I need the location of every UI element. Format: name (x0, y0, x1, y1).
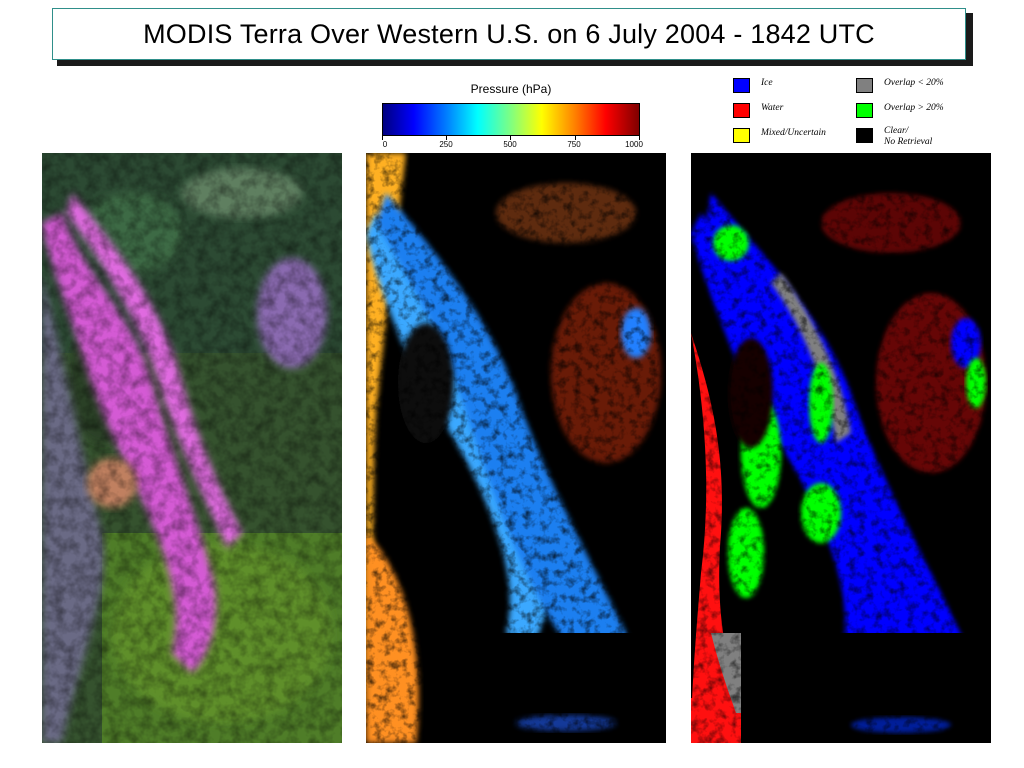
colorbar-tick-label: 1000 (625, 140, 643, 149)
legend-swatch (733, 78, 750, 93)
legend-label: Overlap < 20% (884, 78, 944, 88)
legend-label: Clear/ (884, 126, 909, 136)
legend-label: Mixed/Uncertain (761, 128, 826, 138)
title-box: MODIS Terra Over Western U.S. on 6 July … (52, 8, 966, 60)
legend-label: Water (761, 103, 784, 113)
colorbar-tick (382, 136, 383, 140)
colorbar-tick-label: 250 (439, 140, 453, 149)
legend-item-clear: Clear/ No Retrieval (856, 126, 932, 148)
legend-swatch (733, 128, 750, 143)
colorbar-tick (639, 136, 640, 140)
colorbar-tick (510, 136, 511, 140)
legend-swatch (856, 128, 873, 143)
cloud-phase-image (691, 153, 991, 743)
cloud-pressure-image (366, 153, 666, 743)
legend-swatch (856, 78, 873, 93)
true-color-image (42, 153, 342, 743)
colorbar-tick-label: 750 (567, 140, 581, 149)
colorbar-title: Pressure (hPa) (470, 82, 552, 96)
legend-swatch (856, 103, 873, 118)
legend-item-mixed: Mixed/Uncertain (733, 128, 826, 143)
page-title: MODIS Terra Over Western U.S. on 6 July … (143, 18, 875, 49)
legend-item-overlap-high: Overlap > 20% (856, 103, 944, 118)
legend-label-line2: No Retrieval (884, 137, 933, 147)
legend-item-ice: Ice (733, 78, 773, 93)
legend-item-water: Water (733, 103, 783, 118)
colorbar-tick-label: 0 (382, 140, 388, 149)
legend-swatch (733, 103, 750, 118)
colorbar-tick-label: 500 (503, 140, 517, 149)
legend-label: Ice (761, 78, 773, 88)
colorbar-tick (446, 136, 447, 140)
pressure-colorbar (382, 103, 640, 136)
legend-label: Overlap > 20% (884, 103, 944, 113)
legend-item-overlap-low: Overlap < 20% (856, 78, 944, 93)
colorbar-tick (575, 136, 576, 140)
colorbar-ticks (382, 136, 640, 141)
